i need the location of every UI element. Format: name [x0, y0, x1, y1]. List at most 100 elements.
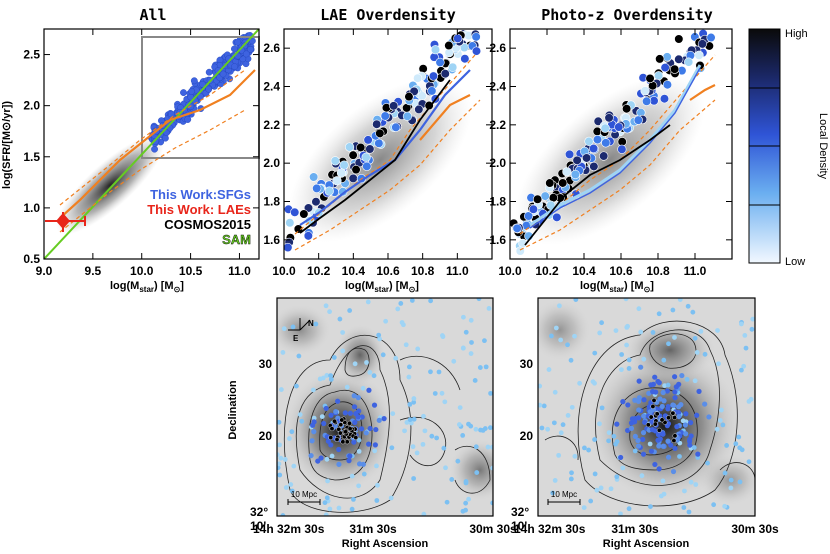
- map-point-light: [456, 422, 462, 427]
- map-point-light: [361, 471, 367, 477]
- map-point-blue: [672, 374, 678, 380]
- map-point-light: [371, 373, 377, 379]
- map-point-light: [722, 470, 728, 476]
- lae-marker: [56, 213, 70, 229]
- legend-sam: SAM: [222, 232, 251, 247]
- map-point-light: [319, 414, 325, 420]
- map-point-light: [639, 473, 645, 479]
- map-point-blue: [688, 433, 694, 439]
- y-tick-label: 2.4: [263, 80, 280, 94]
- map-point-blue: [641, 397, 647, 403]
- map1-ra-tick-1: 31m 30s: [349, 522, 397, 536]
- density-point: [660, 62, 670, 73]
- map-point-light: [420, 441, 426, 447]
- map-point-blue: [670, 468, 677, 475]
- map-point-blue: [376, 417, 382, 423]
- map-point-light: [568, 476, 574, 482]
- map-point-light: [440, 334, 446, 340]
- density-point: [344, 142, 355, 152]
- sfg-point: [242, 50, 250, 58]
- map-point-blue: [367, 425, 373, 432]
- map-point-black: [347, 426, 353, 432]
- map-point-light: [608, 486, 614, 492]
- map-point-light: [277, 419, 282, 425]
- map-point-light: [552, 389, 558, 395]
- x-tick-label: 11.0: [684, 264, 707, 278]
- map-point-light: [399, 320, 405, 325]
- map-point-blue: [657, 396, 663, 402]
- map-point-light: [626, 357, 632, 363]
- x-tick-label: 10.4: [572, 264, 596, 278]
- map-point-light: [736, 434, 742, 440]
- map-point-light: [623, 298, 629, 302]
- map-point-blue: [659, 403, 665, 410]
- low-density-median: [299, 69, 471, 226]
- svg-text:log(Mstar) [M⊙]: log(Mstar) [M⊙]: [110, 280, 184, 294]
- map-point-blue: [687, 442, 693, 448]
- map-point-blue: [652, 374, 658, 380]
- sfg-point: [168, 110, 175, 118]
- density-point: [309, 172, 319, 182]
- map-point-light: [409, 298, 415, 303]
- x-axis-label-1: log(Mstar) [M⊙]: [110, 280, 184, 294]
- map-point-light: [685, 303, 691, 309]
- x-tick-label: 10.0: [498, 264, 522, 278]
- map-point-light: [581, 505, 587, 510]
- y-tick-label: 2.0: [23, 99, 40, 113]
- map-point-light: [606, 438, 612, 444]
- map-point-light: [351, 496, 356, 502]
- density-point: [471, 46, 482, 56]
- map-point-light: [324, 373, 330, 378]
- map2-dec-tick-1: 10': [511, 519, 527, 533]
- map-point-black: [659, 417, 665, 423]
- density-point: [599, 151, 609, 161]
- map-point-light: [741, 363, 747, 369]
- map-point-light: [410, 444, 416, 450]
- x-tick-label: 10.2: [307, 264, 331, 278]
- map-point-light: [421, 511, 427, 516]
- title-lae: LAE Overdensity: [320, 6, 455, 24]
- map-point-light: [429, 433, 435, 439]
- map-point-blue: [635, 437, 641, 444]
- legend-laes: This Work: LAEs: [147, 202, 251, 217]
- y-tick-label: 1.6: [489, 233, 506, 247]
- map-point-light: [451, 358, 457, 364]
- sfg-point: [205, 68, 213, 76]
- map-point-light: [463, 500, 469, 506]
- map-point-light: [487, 425, 493, 431]
- map-point-light: [474, 470, 480, 475]
- map-point-light: [277, 461, 282, 467]
- density-point: [552, 212, 562, 222]
- sfg-point: [231, 45, 238, 53]
- map-point-light: [466, 496, 471, 502]
- density-point: [512, 223, 522, 233]
- map1-dec-tick-2: 20: [259, 429, 273, 443]
- map-point-light: [485, 444, 491, 450]
- map-point-light: [556, 452, 562, 458]
- density-point: [659, 94, 670, 104]
- map-point-light: [599, 405, 605, 411]
- map-point-light: [722, 503, 728, 509]
- map-point-blue: [676, 413, 682, 420]
- density-point: [380, 111, 390, 121]
- map-point-blue: [640, 436, 646, 442]
- map-point-light: [483, 364, 489, 370]
- map1-x-label: Right Ascension: [342, 538, 429, 550]
- map-point-light: [280, 513, 286, 516]
- map-point-blue: [625, 427, 631, 434]
- map-point-blue: [629, 416, 636, 422]
- map-point-light: [331, 355, 337, 360]
- map-point-blue: [373, 426, 379, 433]
- map-point-blue: [351, 439, 357, 445]
- map-point-blue: [676, 381, 682, 387]
- svg-text:log(Mstar) [M⊙]: log(Mstar) [M⊙]: [580, 280, 654, 294]
- map-point-blue: [656, 443, 662, 449]
- density-point: [311, 197, 321, 207]
- map-point-blue: [347, 410, 353, 416]
- map-point-light: [686, 509, 692, 515]
- map-point-blue: [656, 380, 662, 386]
- map-point-light: [463, 507, 468, 513]
- map-point-black: [332, 418, 337, 424]
- map-point-light: [670, 307, 676, 313]
- density-point: [427, 86, 437, 96]
